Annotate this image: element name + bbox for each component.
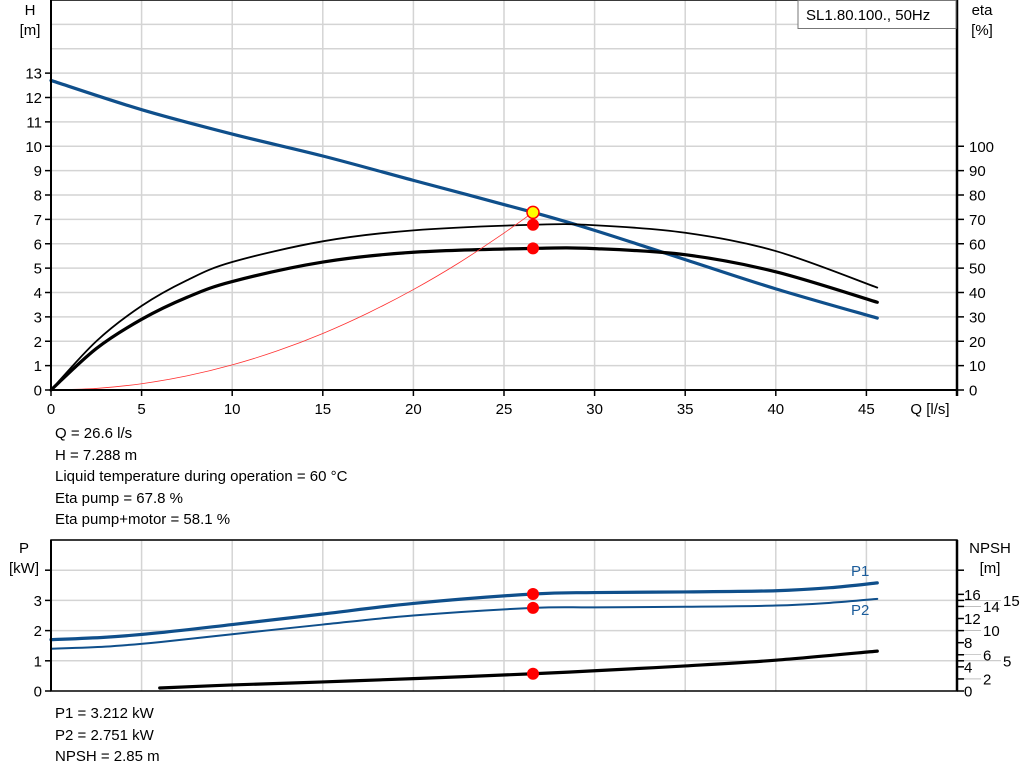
top-grid [51, 0, 957, 390]
top-x-tick-label: 25 [496, 401, 513, 418]
top-x-tick-label: 0 [47, 401, 55, 418]
top-left-tick-label: 8 [34, 188, 42, 205]
bottom-curve-p2 [50, 597, 879, 650]
h-axis-name: H [25, 2, 36, 19]
legend-box [797, 0, 957, 29]
top-left-tick-label: 7 [34, 212, 42, 229]
axes: 0123456789101112130102030405060708090100… [25, 0, 1020, 701]
p1-series-label: P1 [851, 563, 869, 580]
bottom-left-tick-label: 3 [34, 593, 42, 610]
curves [49, 78, 879, 690]
top-duty-point-marker [526, 242, 539, 255]
bottom-duty-point-marker [526, 587, 539, 600]
bottom-right-tick-label: 8 [964, 635, 972, 652]
eta-axis-name: eta [972, 2, 994, 19]
top-left-tick-label: 4 [34, 285, 42, 302]
top-curve-eta-1 [50, 223, 879, 391]
top-right-tick-label: 10 [969, 358, 986, 375]
info-p1: P1 = 3.212 kW [55, 705, 154, 722]
bottom-left-tick-label: 2 [34, 623, 42, 640]
bottom-duty-point-marker [526, 667, 539, 680]
bottom-curve-p1 [49, 581, 879, 642]
p-axis-name: P [19, 540, 29, 557]
top-left-tick-label: 6 [34, 236, 42, 253]
legend-title: SL1.80.100., 50Hz [806, 7, 930, 24]
bottom-left-tick-label: 1 [34, 653, 42, 670]
bottom-right-tick-label: 6 [983, 647, 991, 664]
npsh-axis-unit: [m] [980, 560, 1001, 577]
top-right-tick-label: 40 [969, 285, 986, 302]
power-point-info: P1 = 3.212 kW P2 = 2.751 kW NPSH = 2.85 … [55, 703, 160, 768]
bottom-right-tick-label: 5 [1003, 653, 1011, 670]
top-x-tick-label: 15 [314, 401, 331, 418]
top-right-tick-label: 50 [969, 261, 986, 278]
q-axis-label: Q [l/s] [910, 401, 949, 418]
top-x-tick-label: 45 [858, 401, 875, 418]
p2-series-label: P2 [851, 602, 869, 619]
top-right-tick-label: 20 [969, 334, 986, 351]
top-left-tick-label: 1 [34, 358, 42, 375]
top-x-tick-label: 10 [224, 401, 241, 418]
bottom-duty-point-marker [526, 601, 539, 614]
top-duty-point-marker [526, 205, 540, 220]
info-flow: Q = 26.6 l/s [55, 425, 133, 442]
eta-axis-unit: [%] [971, 22, 993, 39]
top-left-tick-label: 13 [25, 66, 42, 83]
info-npsh: NPSH = 2.85 m [55, 748, 160, 765]
top-left-tick-label: 10 [25, 139, 42, 156]
top-right-tick-label: 100 [969, 139, 994, 156]
bottom-grid [51, 539, 957, 691]
top-left-tick-label: 3 [34, 309, 42, 326]
top-x-tick-label: 30 [586, 401, 603, 418]
top-left-tick-label: 2 [34, 334, 42, 351]
npsh-axis-name: NPSH [969, 540, 1011, 557]
top-left-tick-label: 11 [26, 114, 42, 131]
top-x-tick-label: 5 [137, 401, 145, 418]
top-left-tick-label: 9 [34, 163, 42, 180]
top-curve-h-3 [50, 211, 534, 391]
top-x-tick-label: 35 [677, 401, 694, 418]
top-right-tick-label: 30 [969, 309, 986, 326]
bottom-right-tick-label: 4 [964, 659, 972, 676]
top-right-tick-label: 90 [969, 163, 986, 180]
top-right-tick-label: 80 [969, 188, 986, 205]
duty-point-info: Q = 26.6 l/s H = 7.288 m Liquid temperat… [55, 423, 347, 531]
bottom-right-tick-label: 14 [983, 599, 1000, 616]
top-x-tick-label: 40 [767, 401, 784, 418]
bottom-right-tick-label: 16 [964, 587, 981, 604]
top-right-tick-label: 70 [969, 212, 986, 229]
top-right-tick-label: 60 [969, 236, 986, 253]
top-x-tick-label: 20 [405, 401, 422, 418]
info-eta-pump: Eta pump = 67.8 % [55, 489, 183, 507]
bottom-right-tick-label: 0 [964, 684, 972, 701]
bottom-left-tick-label: 0 [34, 684, 42, 701]
h-axis-unit: [m] [20, 22, 41, 39]
info-liquid-temp: Liquid temperature during operation = 60… [55, 468, 348, 485]
top-right-tick-label: 0 [969, 383, 977, 400]
bottom-right-tick-label: 10 [983, 623, 1000, 640]
bottom-right-tick-label: 2 [983, 671, 991, 688]
bottom-curve-npsh-2 [158, 649, 879, 690]
top-curve-eta-2 [49, 246, 879, 392]
top-curve-h-0 [49, 78, 879, 320]
top-left-tick-label: 0 [34, 383, 42, 400]
p-axis-unit: [kW] [9, 560, 39, 577]
info-eta-pump-motor: Eta pump+motor = 58.1 % [55, 511, 231, 528]
bottom-right-tick-label: 15 [1003, 593, 1020, 610]
info-p2: P2 = 2.751 kW [55, 726, 154, 744]
top-duty-point-marker [526, 218, 539, 231]
bottom-right-tick-label: 12 [964, 611, 981, 628]
top-left-tick-label: 12 [25, 90, 42, 107]
top-left-tick-label: 5 [34, 261, 42, 278]
info-head: H = 7.288 m [55, 446, 138, 464]
